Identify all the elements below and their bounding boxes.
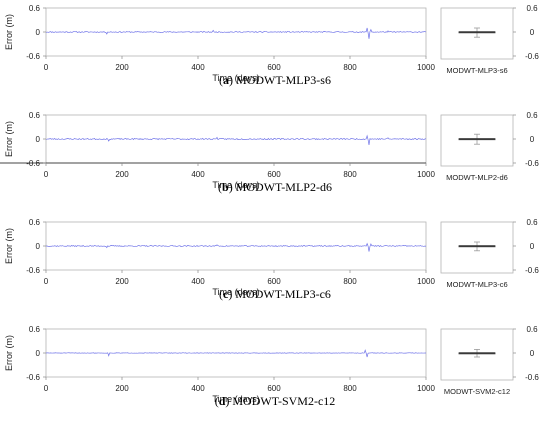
boxplot-y-tick-label: 0.6 — [526, 325, 538, 334]
x-tick-label: 1000 — [417, 384, 435, 393]
x-tick-label: 400 — [191, 384, 205, 393]
x-tick-label: 200 — [115, 63, 129, 72]
y-axis-label: Error (m) — [4, 14, 14, 50]
panel-caption: (c) MODWT-MLP3-c6 — [0, 287, 550, 302]
caption-text: MODWT-SVM2-c12 — [232, 394, 336, 408]
boxplot-y-tick-label: 0.6 — [526, 218, 538, 227]
boxplot-y-tick-label: 0 — [530, 349, 535, 358]
boxplot-label: MODWT-SVM2-c12 — [444, 387, 510, 396]
chart-panel-b: 0.6 0 -0.6 0 200 400 600 800 1000 Time (days) Erro… — [0, 111, 539, 190]
caption-paren: ) — [228, 180, 236, 194]
x-tick-label: 0 — [44, 170, 49, 179]
caption-text: MODWT-MLP3-c6 — [235, 287, 331, 301]
x-tick-label: 1000 — [417, 170, 435, 179]
y-tick-label: -0.6 — [26, 52, 40, 61]
caption-paren: ) — [229, 73, 237, 87]
x-tick-label: 800 — [343, 170, 357, 179]
boxplot-label: MODWT-MLP2-d6 — [446, 173, 508, 182]
caption-letter: a — [223, 73, 230, 87]
x-tick-label: 800 — [343, 63, 357, 72]
x-tick-label: 200 — [115, 384, 129, 393]
y-tick-label: 0 — [36, 135, 41, 144]
x-tick-label: 200 — [115, 170, 129, 179]
x-tick-label: 1000 — [417, 277, 435, 286]
x-axis-label: Time (days) — [212, 287, 259, 297]
x-tick-label: 600 — [267, 277, 281, 286]
caption-paren: ) — [228, 287, 236, 301]
caption-text: MODWT-MLP3-s6 — [236, 73, 331, 87]
y-tick-label: 0.6 — [29, 218, 41, 227]
x-axis-label: Time (days) — [212, 394, 259, 404]
boxplot-y-tick-label: 0 — [530, 28, 535, 37]
y-axis-label: Error (m) — [4, 228, 14, 264]
boxplot-label: MODWT-MLP3-s6 — [446, 66, 507, 75]
panel-caption: (b) MODWT-MLP2-d6 — [0, 180, 550, 195]
caption-paren: ( — [218, 180, 223, 194]
boxplot-y-tick-label: 0.6 — [526, 111, 538, 120]
caption-letter: b — [222, 180, 229, 194]
boxplot-y-tick-label: -0.6 — [525, 266, 539, 275]
y-tick-label: -0.6 — [26, 266, 40, 275]
y-tick-label: -0.6 — [26, 159, 40, 168]
caption-paren: ( — [219, 73, 224, 87]
caption-text: MODWT-MLP2-d6 — [235, 180, 332, 194]
chart-panel-d: 0.6 0 -0.6 0 200 400 600 800 1000 Time (days) Erro… — [4, 325, 539, 404]
y-tick-label: -0.6 — [26, 373, 40, 382]
y-tick-label: 0 — [36, 242, 41, 251]
caption-letter: c — [223, 287, 229, 301]
x-tick-label: 1000 — [417, 63, 435, 72]
boxplot-y-tick-label: 0 — [530, 242, 535, 251]
x-tick-label: 0 — [44, 277, 49, 286]
y-tick-label: 0.6 — [29, 325, 41, 334]
panel-caption: (d) MODWT-SVM2-c12 — [0, 394, 550, 409]
y-tick-label: 0.6 — [29, 4, 41, 13]
boxplot-y-tick-label: -0.6 — [525, 373, 539, 382]
x-tick-label: 800 — [343, 384, 357, 393]
error-series-line — [45, 134, 427, 146]
caption-paren: ) — [225, 394, 233, 408]
x-tick-label: 0 — [44, 384, 49, 393]
y-tick-label: 0 — [36, 349, 41, 358]
error-series-line — [45, 242, 427, 252]
x-axis-label: Time (days) — [212, 180, 259, 190]
boxplot-y-tick-label: -0.6 — [525, 159, 539, 168]
y-tick-label: 0 — [36, 28, 41, 37]
caption-paren: ( — [214, 394, 219, 408]
x-tick-label: 600 — [267, 63, 281, 72]
x-axis-label: Time (days) — [212, 73, 259, 83]
chart-panel-a: 0.6 0 -0.6 0 200 400 600 800 1000 Time (days) Erro… — [4, 4, 539, 83]
x-tick-label: 400 — [191, 277, 205, 286]
boxplot-y-tick-label: 0.6 — [526, 4, 538, 13]
error-series-line — [45, 349, 427, 358]
x-tick-label: 0 — [44, 63, 49, 72]
x-tick-label: 600 — [267, 384, 281, 393]
boxplot-y-tick-label: 0 — [530, 135, 535, 144]
error-series-line — [45, 27, 427, 39]
chart-panel-c: 0.6 0 -0.6 0 200 400 600 800 1000 Time (days) Erro… — [4, 218, 539, 297]
caption-paren: ( — [219, 287, 224, 301]
x-tick-label: 200 — [115, 277, 129, 286]
y-axis-label: Error (m) — [4, 335, 14, 371]
x-tick-label: 400 — [191, 63, 205, 72]
x-tick-label: 800 — [343, 277, 357, 286]
boxplot-label: MODWT-MLP3-c6 — [446, 280, 507, 289]
panel-caption: (a) MODWT-MLP3-s6 — [0, 73, 550, 88]
caption-letter: d — [218, 394, 226, 408]
y-axis-label: Error (m) — [4, 121, 14, 157]
x-tick-label: 400 — [191, 170, 205, 179]
boxplot-y-tick-label: -0.6 — [525, 52, 539, 61]
x-tick-label: 600 — [267, 170, 281, 179]
y-tick-label: 0.6 — [29, 111, 41, 120]
